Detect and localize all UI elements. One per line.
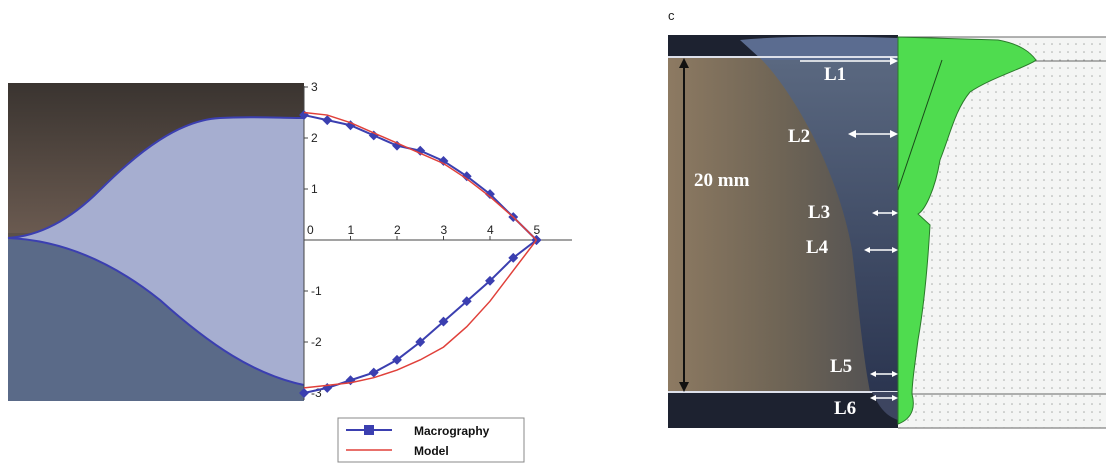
green-profile — [897, 36, 1037, 425]
weld-profile-chart: 0 1 2 3 4 5 3 2 1 -1 -2 -3 — [299, 80, 572, 400]
marker-l6: L6 — [834, 398, 856, 419]
macrography-point — [415, 337, 426, 347]
cross-section-photo — [668, 35, 898, 428]
macrography-upper-line — [303, 114, 538, 241]
x-tick-label: 1 — [348, 223, 355, 237]
model-upper-line — [303, 111, 538, 241]
macrography-point — [461, 296, 472, 307]
macrography-point — [368, 367, 379, 378]
legend: Macrography Model — [337, 417, 525, 463]
x-tick-label: 5 — [534, 223, 541, 237]
dimension-arrow — [679, 58, 689, 392]
panel-letter: c — [668, 8, 675, 23]
legend-macrography-marker — [364, 425, 374, 435]
legend-model-label: Model — [414, 444, 449, 458]
macrography-point — [485, 275, 495, 286]
macrography-point — [438, 316, 449, 327]
x-tick-label: 2 — [394, 223, 401, 237]
model-lower-line — [303, 239, 538, 389]
macrography-point — [299, 388, 309, 398]
macrography-point — [368, 130, 379, 141]
marker-l3: L3 — [808, 202, 830, 223]
macrography-point — [392, 140, 402, 151]
macrography-point — [461, 171, 472, 182]
marker-l2: L2 — [788, 126, 810, 147]
macrography-point — [438, 156, 449, 166]
heat-profile-plot — [897, 36, 1106, 429]
x-tick-label: 0 — [307, 223, 314, 237]
marker-l5: L5 — [830, 356, 852, 377]
macrography-point — [485, 189, 495, 200]
macrography-point — [392, 354, 402, 365]
legend-macrography-label: Macrography — [414, 424, 490, 438]
x-tick-label: 4 — [487, 223, 494, 237]
y-tick-label: -1 — [311, 284, 322, 298]
y-tick-label: 2 — [311, 131, 318, 145]
x-tick-label: 3 — [441, 223, 448, 237]
thickness-label: 20 mm — [694, 170, 750, 191]
macrography-lower-line — [303, 239, 538, 394]
marker-l1: L1 — [824, 64, 846, 85]
profile-guide-line — [897, 59, 943, 191]
marker-l4: L4 — [806, 237, 829, 258]
macrography-point — [415, 145, 426, 156]
y-tick-label: -3 — [311, 386, 322, 400]
macrograph-photo — [7, 83, 305, 401]
marker-arrows — [800, 57, 898, 401]
y-tick-label: -2 — [311, 335, 322, 349]
macrography-point — [508, 252, 519, 263]
y-tick-label: 1 — [311, 182, 318, 196]
y-tick-label: 3 — [311, 80, 318, 94]
